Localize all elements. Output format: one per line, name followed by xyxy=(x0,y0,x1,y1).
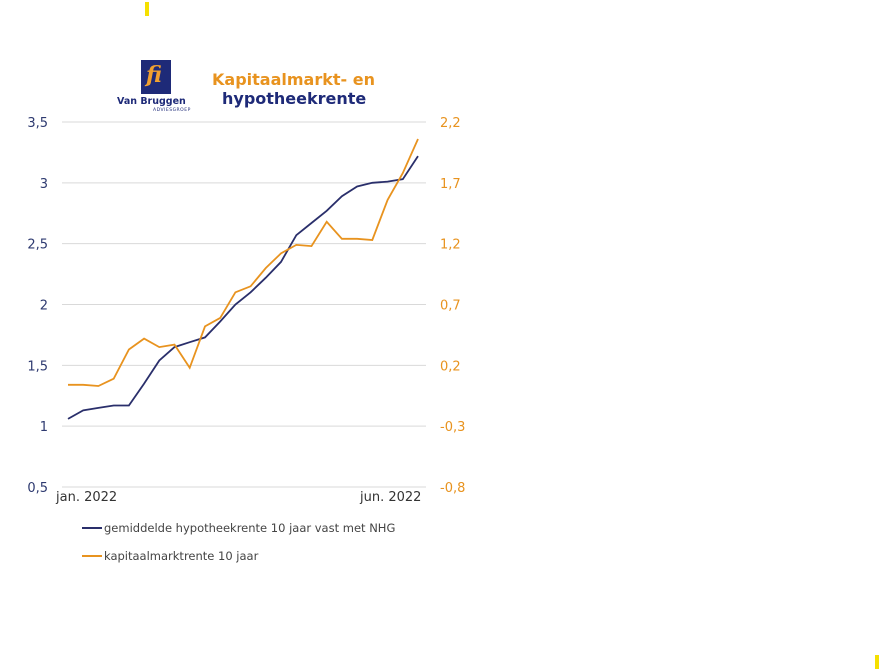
legend-swatch xyxy=(82,555,102,557)
logo-mark: fi xyxy=(146,62,162,88)
right-y-tick-label: 0,7 xyxy=(440,299,461,314)
left-y-tick-label: 3 xyxy=(40,177,48,192)
right-y-tick-label: 1,2 xyxy=(440,238,461,253)
left-y-tick-label: 1 xyxy=(40,420,48,435)
legend-item: kapitaalmarktrente 10 jaar xyxy=(82,549,258,563)
van-bruggen-logo: fi Van Bruggen ADVIESGROEP xyxy=(113,60,193,120)
logo-icon: fi xyxy=(141,60,171,94)
left-y-tick-label: 2,5 xyxy=(27,238,48,253)
left-y-tick-label: 0,5 xyxy=(27,481,48,496)
legend-swatch xyxy=(82,527,102,529)
x-tick-label: jan. 2022 xyxy=(55,490,117,505)
series-line-1 xyxy=(68,138,419,387)
x-tick-label: jun. 2022 xyxy=(359,490,421,505)
left-y-tick-label: 1,5 xyxy=(27,359,48,374)
legend-label: gemiddelde hypotheekrente 10 jaar vast m… xyxy=(104,521,396,535)
logo-sub: ADVIESGROEP xyxy=(153,108,191,113)
decorative-mark xyxy=(145,2,149,16)
left-y-tick-label: 3,5 xyxy=(27,116,48,131)
decorative-mark xyxy=(875,655,879,669)
series-line-0 xyxy=(67,155,419,420)
legend-label: kapitaalmarktrente 10 jaar xyxy=(104,549,259,563)
right-y-tick-label: 1,7 xyxy=(440,177,461,192)
right-y-tick-label: -0,3 xyxy=(440,420,465,435)
legend-item: gemiddelde hypotheekrente 10 jaar vast m… xyxy=(82,521,395,535)
right-y-tick-label: -0,8 xyxy=(440,481,465,496)
chart-title-line2: hypotheekrente xyxy=(222,89,367,108)
right-y-tick-label: 2,2 xyxy=(440,116,461,131)
logo-name: Van Bruggen xyxy=(117,96,186,107)
chart-title-line1: Kapitaalmarkt- en xyxy=(212,70,375,89)
left-y-tick-label: 2 xyxy=(40,299,48,314)
right-y-tick-label: 0,2 xyxy=(440,359,461,374)
